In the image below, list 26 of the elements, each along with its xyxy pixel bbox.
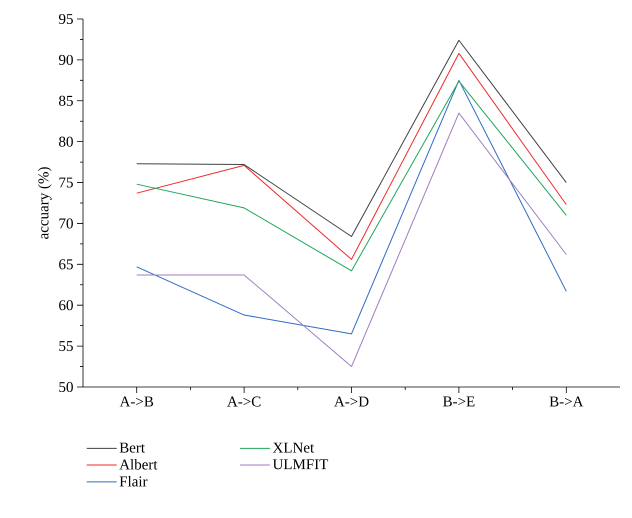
- y-tick-label: 80: [59, 136, 73, 147]
- legend-label: Albert: [119, 459, 158, 470]
- y-tick-label: 70: [59, 218, 73, 228]
- y-tick-label: 95: [58, 14, 73, 24]
- y-tick-label: 60: [59, 300, 73, 310]
- x-tick-label: A->B: [120, 396, 154, 406]
- y-tick-label: 55: [59, 341, 73, 352]
- legend-label: ULMFIT: [272, 459, 328, 470]
- legend-label: Flair: [120, 476, 148, 486]
- y-tick-label: 90: [58, 54, 73, 65]
- line-series: [136, 80, 567, 272]
- legend-label: XLNet: [272, 442, 314, 453]
- line-series: [136, 112, 567, 368]
- y-axis-title: accuary (%): [38, 167, 52, 239]
- x-tick-label: A->D: [334, 396, 368, 406]
- line-series: [136, 52, 567, 260]
- y-tick-label: 50: [59, 382, 73, 392]
- legend-label: Bert: [120, 442, 145, 453]
- y-tick-label: 75: [59, 178, 73, 188]
- x-tick-label: B->E: [443, 396, 474, 406]
- y-tick-label: 85: [59, 96, 73, 106]
- x-tick-label: B->A: [550, 396, 584, 406]
- line-series: [136, 40, 567, 238]
- y-tick-label: 65: [59, 259, 73, 270]
- x-tick-label: A->C: [227, 396, 260, 407]
- line-series: [136, 80, 567, 334]
